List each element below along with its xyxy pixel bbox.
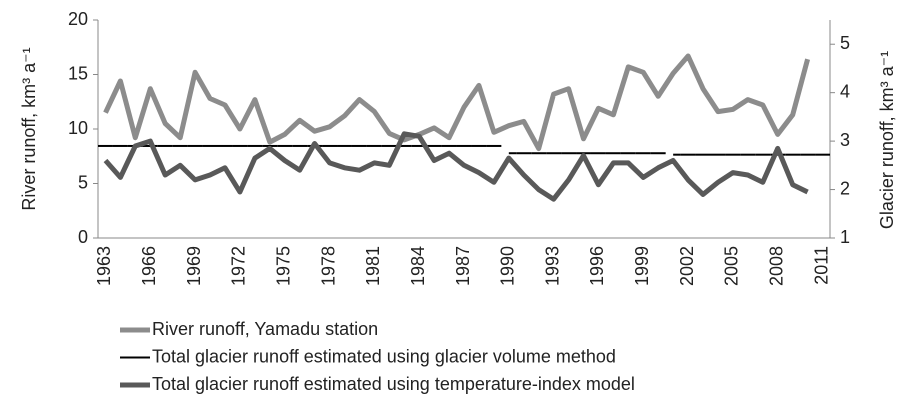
y2-tick-label: 2 — [840, 178, 850, 198]
y2-tick-label: 1 — [840, 227, 850, 247]
series-line — [103, 53, 811, 152]
y-tick-label: 15 — [68, 63, 88, 83]
x-tick-label: 2002 — [677, 246, 697, 286]
x-tick-label: 1978 — [318, 246, 338, 286]
x-tick-label: 1993 — [542, 246, 562, 286]
x-tick-label: 1981 — [363, 246, 383, 286]
y2-axis-label: Glacier runoff, km³ a⁻¹ — [877, 51, 897, 229]
legend-label: River runoff, Yamadu station — [152, 319, 378, 339]
x-tick-label: 1996 — [587, 246, 607, 286]
y2-tick-label: 3 — [840, 130, 850, 150]
x-tick-label: 2005 — [722, 246, 742, 286]
y-tick-label: 5 — [78, 172, 88, 192]
y-axis-label: River runoff, km³ a⁻¹ — [19, 47, 39, 210]
x-tick-label: 1999 — [632, 246, 652, 286]
y-tick-label: 0 — [78, 227, 88, 247]
y-tick-label: 20 — [68, 9, 88, 29]
series-line — [103, 131, 809, 202]
y-tick-label: 10 — [68, 118, 88, 138]
x-tick-label: 1963 — [94, 246, 114, 286]
x-tick-label: 1972 — [229, 246, 249, 286]
x-tick-label: 1984 — [408, 246, 428, 286]
x-tick-label: 1969 — [184, 246, 204, 286]
legend-label: Total glacier runoff estimated using tem… — [152, 374, 635, 394]
x-tick-label: 1987 — [453, 246, 473, 286]
y2-tick-label: 4 — [840, 81, 850, 101]
x-tick-label: 1975 — [273, 246, 293, 286]
x-tick-label: 2008 — [766, 246, 786, 286]
x-tick-label: 2011 — [811, 246, 831, 285]
y2-tick-label: 5 — [840, 33, 850, 53]
x-tick-label: 1966 — [139, 246, 159, 286]
legend-label: Total glacier runoff estimated using gla… — [152, 346, 616, 366]
x-tick-label: 1990 — [498, 246, 518, 286]
